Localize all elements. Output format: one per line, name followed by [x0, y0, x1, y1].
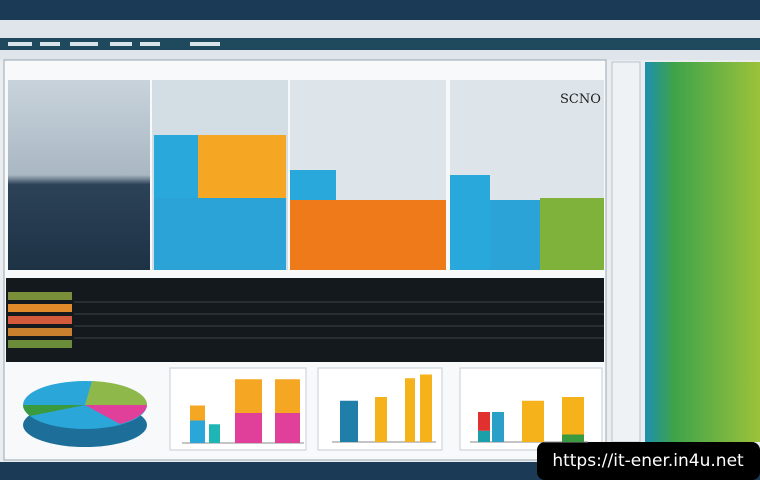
- block: [490, 200, 540, 270]
- side-panel: [645, 62, 760, 442]
- table-rows: [8, 292, 604, 348]
- row-swatch: [8, 292, 72, 300]
- block: [198, 135, 286, 198]
- bar: [190, 405, 205, 421]
- menu-strip: [0, 38, 760, 50]
- row-swatch: [8, 316, 72, 324]
- block: [540, 198, 604, 270]
- badge: SCNO: [560, 92, 601, 107]
- bar: [340, 400, 358, 442]
- menu-item[interactable]: [140, 42, 160, 46]
- watermark-box: [537, 442, 760, 480]
- menu-item[interactable]: [190, 42, 220, 46]
- menu-item[interactable]: [110, 42, 132, 46]
- block: [154, 135, 198, 198]
- block: [154, 198, 286, 270]
- row-swatch: [8, 328, 72, 336]
- bar: [562, 434, 584, 442]
- bar: [522, 400, 544, 442]
- block: [290, 200, 446, 270]
- bar: [275, 413, 300, 443]
- menu-item[interactable]: [8, 42, 32, 46]
- bar: [275, 379, 300, 413]
- menu-items: [8, 42, 220, 46]
- bar: [405, 378, 415, 442]
- block: [290, 170, 336, 200]
- menu-item[interactable]: [40, 42, 60, 46]
- bar: [478, 430, 490, 442]
- bar: [492, 412, 504, 442]
- block: [450, 175, 490, 270]
- pie: [23, 381, 148, 447]
- bar: [478, 412, 490, 431]
- row-swatch: [8, 340, 72, 348]
- bar: [420, 374, 432, 442]
- table: [6, 278, 604, 362]
- watermark: https://it-ener.in4u.net: [552, 451, 744, 471]
- bar: [235, 413, 262, 443]
- side-list: [611, 61, 641, 443]
- block: [8, 80, 150, 270]
- bar: [562, 397, 584, 435]
- row-swatch: [8, 304, 72, 312]
- bar: [235, 379, 262, 413]
- menu-item[interactable]: [70, 42, 98, 46]
- title-bar: [0, 0, 760, 20]
- bar: [209, 424, 220, 443]
- bar: [190, 420, 205, 443]
- bar: [375, 397, 387, 442]
